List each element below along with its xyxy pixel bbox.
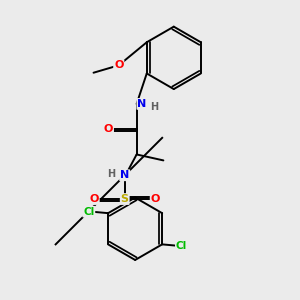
Text: N: N [120,170,129,180]
Text: N: N [137,99,147,109]
Text: Cl: Cl [83,207,94,217]
Text: O: O [151,194,160,204]
Text: Cl: Cl [176,241,187,251]
Text: O: O [89,194,99,204]
Text: S: S [121,194,129,204]
Text: O: O [114,60,124,70]
Text: H: H [150,103,158,112]
Text: H: H [107,169,116,179]
Text: O: O [104,124,113,134]
